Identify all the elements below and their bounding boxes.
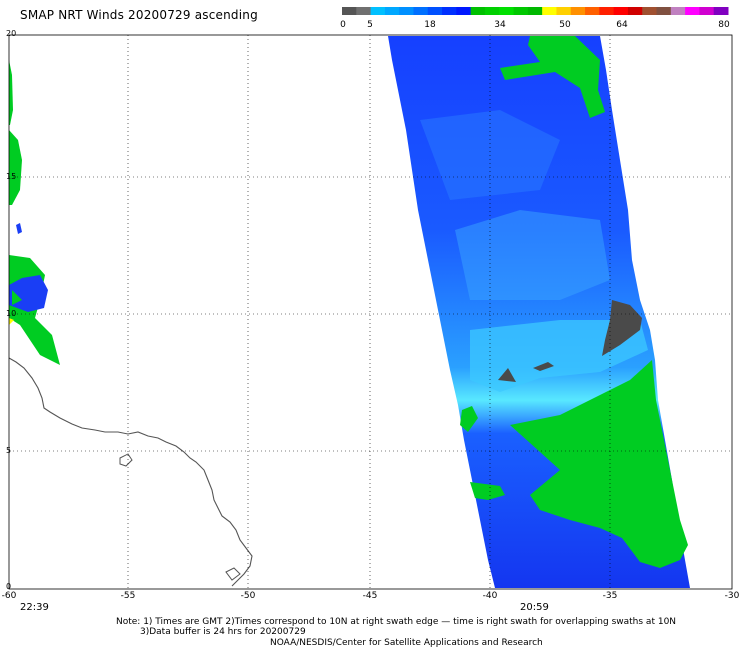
wind-area-green [470, 482, 505, 500]
lat-tick: 15 [6, 172, 16, 181]
colorbar-cell [585, 7, 600, 15]
colorbar-cell [342, 7, 357, 15]
lon-tick: -35 [603, 591, 618, 601]
lat-tick: 20 [6, 29, 16, 38]
lat-tick: 10 [6, 309, 16, 318]
colorbar-cell [399, 7, 414, 15]
wind-area-green [500, 36, 605, 118]
colorbar-label-80: 80 [718, 20, 730, 30]
lon-tick: -30 [725, 591, 740, 601]
note-line-2: 3)Data buffer is 24 hrs for 20200729 [140, 627, 306, 637]
swath-time-right: 20:59 [520, 602, 549, 613]
lon-tick: -45 [363, 591, 378, 601]
colorbar-cell [513, 7, 529, 15]
colorbar-cell [499, 7, 515, 15]
colorbar-cell [685, 7, 700, 15]
wind-area-calm [498, 368, 516, 382]
colorbar-cell [484, 7, 500, 15]
colorbar-label-18: 18 [424, 20, 436, 30]
map-title: SMAP NRT Winds 20200729 ascending [20, 8, 258, 22]
colorbar-cell [570, 7, 586, 15]
colorbar-cell [699, 7, 715, 15]
colorbar-cell [413, 7, 429, 15]
colorbar-cell [527, 7, 543, 15]
colorbar-cell [384, 7, 400, 15]
note-line-1: Note: 1) Times are GMT 2)Times correspon… [116, 617, 677, 627]
lon-tick: -50 [241, 591, 256, 601]
swath-time-left: 22:39 [20, 602, 49, 613]
note-line-3: NOAA/NESDIS/Center for Satellite Applica… [270, 638, 543, 648]
colorbar-label-0: 0 [340, 20, 346, 30]
lon-tick: -60 [2, 591, 17, 601]
colorbar-cell [613, 7, 629, 15]
wind-area-green [510, 360, 688, 568]
colorbar-cell [456, 7, 472, 15]
colorbar-cell [542, 7, 557, 15]
colorbar-cell [599, 7, 615, 15]
colorbar-cell [427, 7, 443, 15]
colorbar-label-5: 5 [367, 20, 373, 30]
colorbar-cell [642, 7, 658, 15]
colorbar-cell [442, 7, 457, 15]
colorbar-label-34: 34 [494, 20, 506, 30]
wind-area-calm [533, 362, 554, 371]
wind-area-calm [602, 300, 642, 356]
lon-tick: -40 [483, 591, 498, 601]
lat-tick: 5 [6, 446, 11, 455]
colorbar-label-64: 64 [616, 20, 628, 30]
colorbar-cell [670, 7, 686, 15]
coastline [9, 357, 253, 587]
colorbar-cell [470, 7, 486, 15]
colorbar-cell [656, 7, 672, 15]
lon-tick: -55 [121, 591, 136, 601]
colorbar-cell [627, 7, 643, 15]
colorbar-cell [713, 7, 729, 15]
colorbar-cell [356, 7, 372, 15]
satellite-swath-left [9, 60, 13, 125]
wind-area-green [460, 406, 478, 432]
colorbar-cell [370, 7, 386, 15]
colorbar-label-50: 50 [559, 20, 571, 30]
lat-tick: 0 [6, 582, 11, 591]
colorbar-cell [556, 7, 572, 15]
